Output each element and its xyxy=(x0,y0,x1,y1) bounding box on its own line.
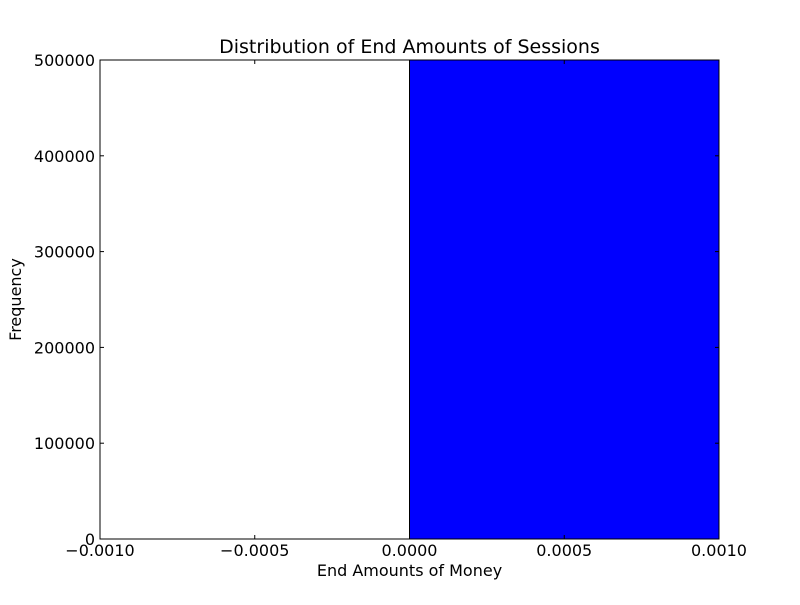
bars-layer xyxy=(409,59,720,540)
y-tick-label-1: 100000 xyxy=(34,434,95,453)
y-axis-label: Frequency xyxy=(6,258,25,341)
x-tick-label-0: −0.0010 xyxy=(65,541,134,560)
x-tick-label-3: 0.0005 xyxy=(536,541,592,560)
y-tick-label-0: 0 xyxy=(85,530,95,549)
histogram-bar-0 xyxy=(409,59,720,540)
chart-title: Distribution of End Amounts of Sessions xyxy=(219,36,600,58)
ticks-layer: −0.0010 −0.0005 0.0000 0.0005 0.0010 0 100000 2… xyxy=(34,51,747,560)
y-tick-label-2: 200000 xyxy=(34,338,95,357)
x-axis-label: End Amounts of Money xyxy=(317,561,502,580)
y-tick-label-4: 400000 xyxy=(34,147,95,166)
y-tick-label-5: 500000 xyxy=(34,51,95,70)
x-tick-label-4: 0.0010 xyxy=(691,541,747,560)
x-tick-label-1: −0.0005 xyxy=(220,541,289,560)
y-tick-label-3: 300000 xyxy=(34,243,95,262)
x-tick-label-2: 0.0000 xyxy=(382,541,438,560)
